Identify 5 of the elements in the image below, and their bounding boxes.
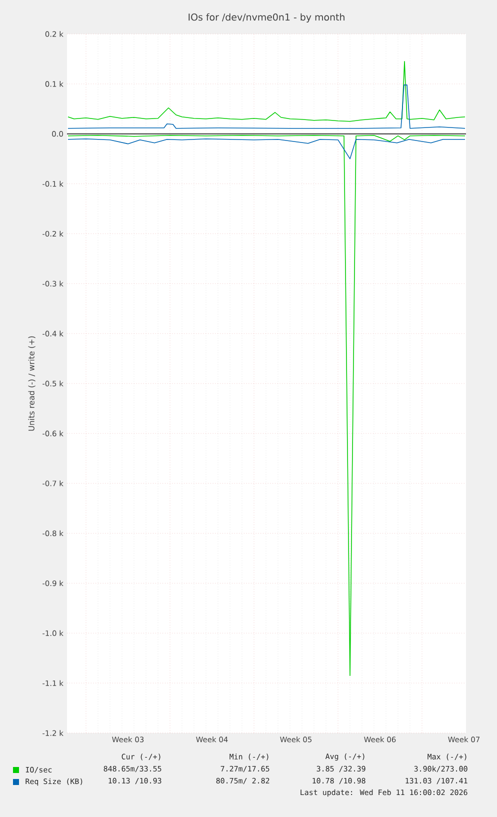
line-series — [68, 61, 466, 122]
chart-title: IOs for /dev/nvme0n1 - by month — [188, 13, 344, 22]
line-series — [68, 84, 466, 129]
line-series — [68, 138, 466, 160]
line-series — [68, 134, 466, 676]
